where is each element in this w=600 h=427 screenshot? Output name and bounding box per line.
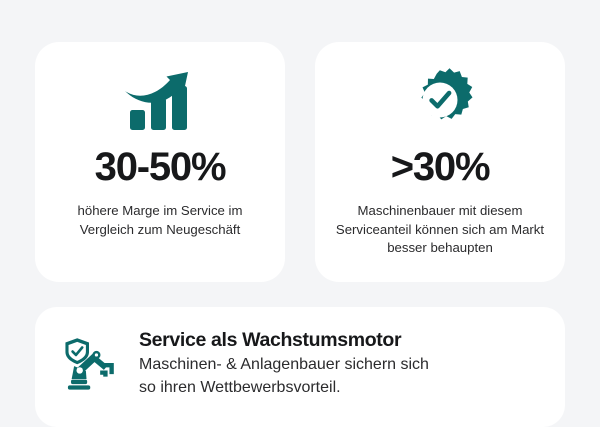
banner-text-block: Service als Wachstumsmotor Maschinen- & … [139,327,545,399]
stat-value: 30-50% [94,145,227,189]
infographic-page: 30-50% höhere Marge im Service im Vergle… [35,42,565,427]
banner-subtitle: Maschinen- & Anlagenbauer sichern sich s… [139,354,545,399]
banner-title: Service als Wachstumsmotor [139,329,402,351]
stat-card-service-share: >30% Maschinenbauer mit diesem Servicean… [315,42,565,282]
stat-description: Maschinenbauer mit diesem Serviceanteil … [335,203,545,255]
stat-value: >30% [390,145,491,189]
stat-card-row: 30-50% höhere Marge im Service im Vergle… [35,42,565,282]
robot-arm-shield-icon [57,331,121,395]
growth-banner-card: Service als Wachstumsmotor Maschinen- & … [35,307,565,427]
gear-check-icon [405,64,475,136]
banner-subtitle-line-1: Maschinen- & Anlagenbauer sichern sich [139,356,429,373]
banner-subtitle-line-2: so ihren Wettbewerbsvorteil. [139,378,341,396]
stat-card-margin: 30-50% höhere Marge im Service im Vergle… [35,42,285,282]
bar-chart-growth-icon [122,64,198,136]
stat-description: höhere Marge im Service im Vergleich zum… [77,203,243,237]
